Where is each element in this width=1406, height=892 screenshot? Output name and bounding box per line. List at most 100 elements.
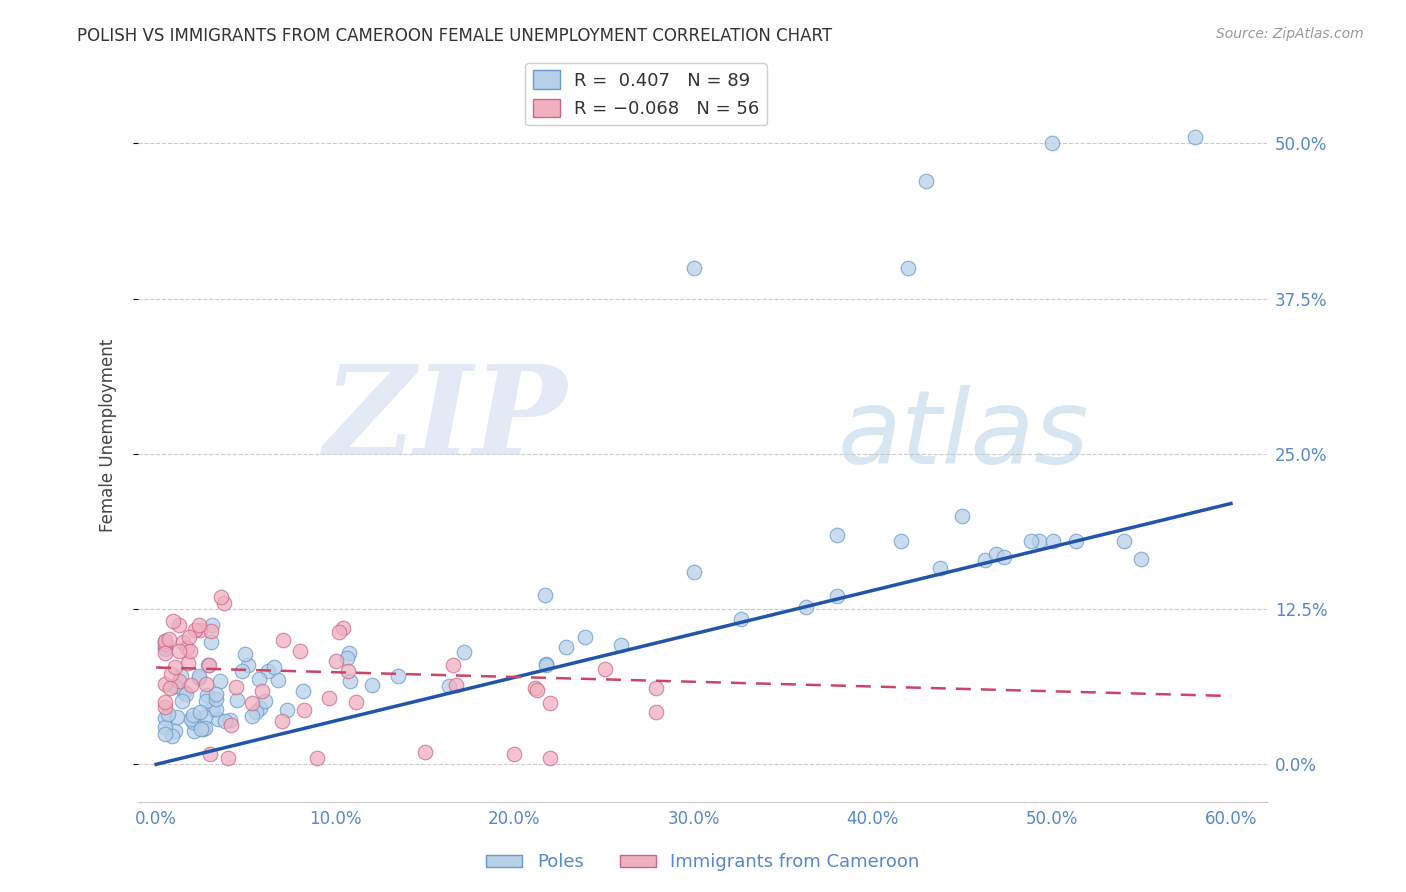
Point bbox=[169, 644, 191, 658]
Point bbox=[1042, 533, 1064, 548]
Point bbox=[593, 661, 616, 675]
Point bbox=[153, 646, 176, 660]
Point bbox=[153, 726, 176, 740]
Point bbox=[197, 657, 219, 672]
Point bbox=[523, 681, 546, 696]
Point bbox=[292, 703, 315, 717]
Point bbox=[574, 630, 596, 644]
Point bbox=[195, 688, 218, 702]
Point bbox=[291, 684, 314, 698]
Point bbox=[250, 684, 273, 698]
Point bbox=[555, 640, 578, 654]
Point bbox=[191, 722, 214, 736]
Point bbox=[318, 691, 340, 706]
Point bbox=[536, 657, 558, 672]
Point bbox=[167, 618, 190, 632]
Point bbox=[160, 667, 183, 681]
Text: POLISH VS IMMIGRANTS FROM CAMEROON FEMALE UNEMPLOYMENT CORRELATION CHART: POLISH VS IMMIGRANTS FROM CAMEROON FEMAL… bbox=[77, 27, 832, 45]
Point bbox=[157, 632, 180, 646]
Point bbox=[153, 640, 176, 655]
Point bbox=[188, 618, 211, 632]
Point bbox=[194, 721, 217, 735]
Point bbox=[336, 664, 359, 678]
Point bbox=[205, 702, 228, 716]
Point bbox=[153, 711, 176, 725]
Point bbox=[184, 714, 207, 728]
Point bbox=[240, 696, 263, 710]
Point bbox=[1028, 533, 1050, 548]
Point bbox=[503, 747, 526, 762]
Point bbox=[153, 695, 176, 709]
Point bbox=[201, 617, 224, 632]
Point bbox=[336, 651, 359, 665]
Point bbox=[173, 685, 195, 699]
Point bbox=[236, 657, 259, 672]
Point bbox=[153, 642, 176, 657]
Point bbox=[188, 671, 211, 685]
Point bbox=[307, 751, 329, 765]
Point bbox=[915, 173, 938, 187]
Point bbox=[153, 634, 176, 648]
Point bbox=[325, 654, 347, 668]
Point bbox=[730, 611, 752, 625]
Point bbox=[153, 637, 176, 651]
Point bbox=[263, 660, 285, 674]
Point bbox=[205, 688, 228, 702]
Point bbox=[156, 707, 179, 722]
Point bbox=[155, 634, 177, 648]
Point bbox=[339, 646, 361, 660]
Point bbox=[181, 715, 204, 730]
Point bbox=[221, 718, 243, 732]
Point bbox=[201, 702, 224, 716]
Point bbox=[184, 624, 207, 638]
Point bbox=[332, 621, 354, 635]
Text: ZIP: ZIP bbox=[323, 359, 567, 482]
Point bbox=[179, 630, 201, 644]
Point bbox=[179, 643, 201, 657]
Point bbox=[172, 694, 194, 708]
Point bbox=[1130, 552, 1153, 566]
Point bbox=[176, 640, 198, 655]
Point bbox=[1066, 533, 1088, 548]
Point bbox=[165, 660, 187, 674]
Point bbox=[526, 683, 548, 698]
Point bbox=[271, 714, 294, 728]
Point bbox=[172, 635, 194, 649]
Point bbox=[226, 692, 249, 706]
Point bbox=[974, 552, 997, 566]
Point bbox=[195, 677, 218, 691]
Point bbox=[890, 533, 912, 548]
Point bbox=[276, 703, 298, 717]
Point bbox=[441, 657, 464, 672]
Point bbox=[183, 723, 205, 738]
Legend: R =  0.407   N = 89, R = −0.068   N = 56: R = 0.407 N = 89, R = −0.068 N = 56 bbox=[526, 63, 766, 125]
Point bbox=[534, 657, 557, 672]
Point bbox=[163, 679, 186, 693]
Point bbox=[929, 561, 952, 575]
Point bbox=[682, 260, 704, 275]
Point bbox=[1184, 130, 1206, 145]
Point bbox=[534, 588, 557, 602]
Point bbox=[950, 508, 973, 523]
Text: Source: ZipAtlas.com: Source: ZipAtlas.com bbox=[1216, 27, 1364, 41]
Point bbox=[233, 648, 256, 662]
Point bbox=[328, 624, 350, 639]
Point bbox=[153, 720, 176, 734]
Point bbox=[387, 669, 409, 683]
Point bbox=[166, 710, 188, 724]
Point bbox=[188, 705, 211, 719]
Point bbox=[240, 709, 263, 723]
Point bbox=[413, 745, 436, 759]
Point bbox=[207, 712, 229, 726]
Point bbox=[897, 260, 920, 275]
Point bbox=[169, 674, 191, 689]
Legend: Poles, Immigrants from Cameroon: Poles, Immigrants from Cameroon bbox=[479, 847, 927, 879]
Point bbox=[194, 694, 217, 708]
Point bbox=[610, 638, 633, 652]
Point bbox=[225, 680, 247, 694]
Point bbox=[257, 664, 280, 678]
Point bbox=[231, 664, 253, 678]
Point bbox=[200, 624, 222, 638]
Point bbox=[825, 590, 848, 604]
Point bbox=[645, 705, 668, 719]
